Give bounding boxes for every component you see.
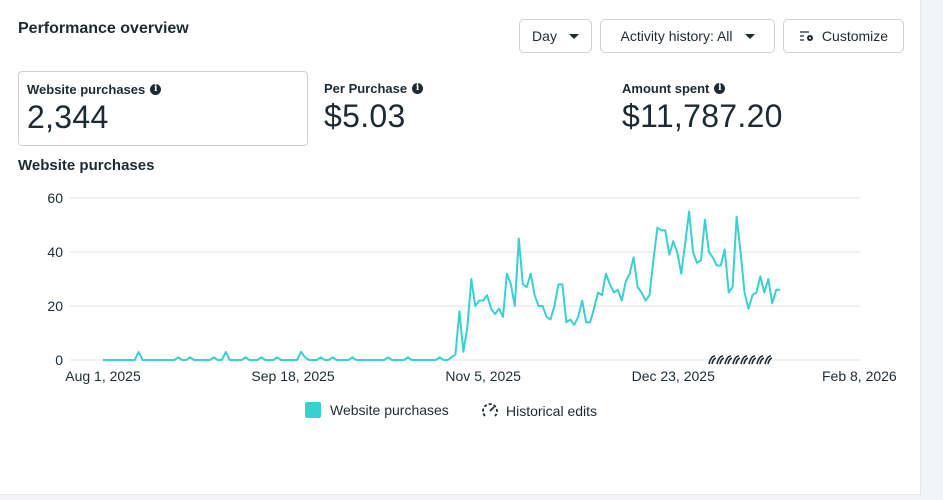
metric-website-purchases[interactable]: Website purchases i 2,344 (18, 71, 308, 146)
x-tick-label: Sep 18, 2025 (251, 368, 335, 384)
historical-edit-marker (764, 355, 773, 365)
x-tick-label: Feb 8, 2026 (822, 368, 897, 384)
day-label: Day (532, 28, 557, 44)
y-tick-label: 40 (47, 244, 63, 260)
activity-label: Activity history: All (620, 28, 733, 44)
info-icon[interactable]: i (150, 84, 162, 95)
x-tick-label: Nov 5, 2025 (445, 368, 521, 384)
historical-edit-marker (748, 355, 757, 365)
metric-value: 2,344 (27, 99, 109, 135)
legend-label: Historical edits (506, 403, 598, 419)
metric-amount-spent[interactable]: Amount spent i $11,787.20 (614, 71, 904, 146)
info-icon[interactable]: i (714, 83, 726, 94)
caret-down-icon (744, 33, 755, 39)
day-dropdown[interactable]: Day (519, 19, 592, 53)
customize-settings-icon (799, 31, 813, 41)
caret-down-icon (568, 33, 579, 39)
y-tick-label: 60 (47, 190, 63, 206)
x-tick-label: Aug 1, 2025 (65, 368, 141, 384)
info-icon[interactable]: i (412, 83, 424, 94)
historical-edit-marker (740, 355, 749, 365)
historical-edits-icon (482, 403, 498, 417)
metric-value: $11,787.20 (622, 98, 783, 134)
chart-title: Website purchases (18, 157, 155, 174)
historical-edit-marker (756, 355, 765, 365)
metric-label: Amount spent (622, 81, 710, 96)
legend-swatch (305, 402, 321, 418)
page-title: Performance overview (18, 20, 189, 37)
activity-history-dropdown[interactable]: Activity history: All (600, 19, 775, 53)
legend-label: Website purchases (330, 402, 449, 418)
historical-edit-marker (716, 355, 725, 365)
legend-item-historical-edits[interactable]: Historical edits (481, 402, 597, 420)
series-line-website-purchases (103, 210, 781, 361)
x-tick-label: Dec 23, 2025 (632, 368, 715, 384)
metric-value: $5.03 (324, 98, 406, 134)
metric-per-purchase[interactable]: Per Purchase i $5.03 (316, 71, 606, 146)
historical-edit-marker (732, 355, 741, 365)
line-chart: 0 20 40 60 Aug 1, 2025 Sep 18, 2025 Nov 5, 202… (47, 190, 897, 384)
historical-edit-marker (724, 355, 733, 365)
historical-edit-marker (708, 355, 717, 365)
performance-overview-card: Performance overview Day Activity histor… (0, 0, 921, 495)
metric-label: Website purchases (27, 82, 146, 97)
y-tick-label: 20 (47, 298, 63, 314)
y-tick-label: 0 (55, 352, 63, 368)
legend-item-website-purchases[interactable]: Website purchases (305, 402, 449, 418)
metric-label: Per Purchase (324, 81, 408, 96)
customize-label: Customize (821, 28, 889, 44)
customize-button[interactable]: Customize (783, 19, 904, 53)
